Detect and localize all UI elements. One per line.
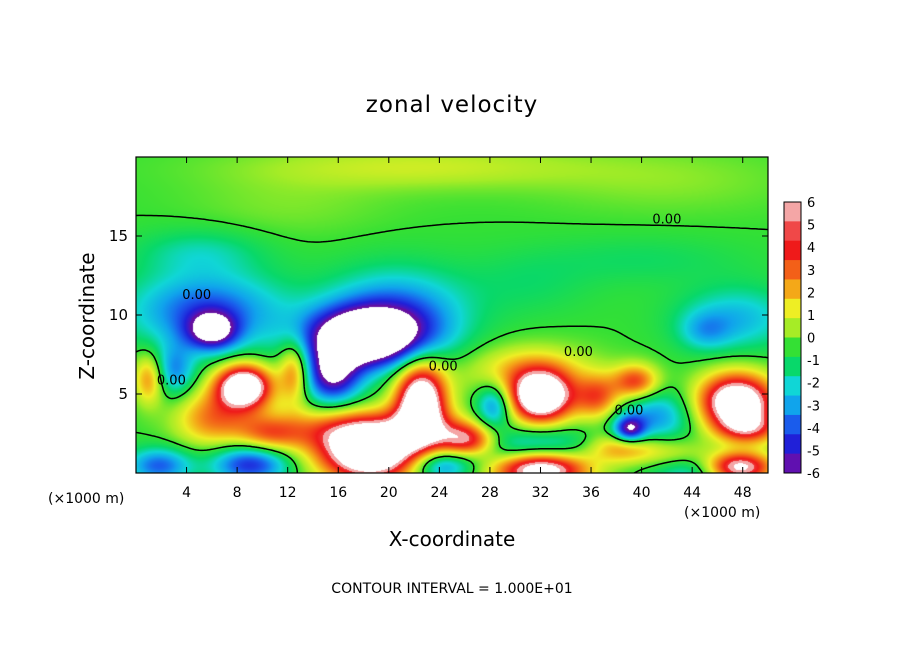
x-tick-label: 32 — [532, 485, 550, 501]
x-unit-right: (×1000 m) — [684, 505, 760, 521]
colorbar-swatch — [784, 279, 801, 300]
y-tick-label: 15 — [109, 227, 128, 245]
x-unit-left: (×1000 m) — [48, 491, 124, 507]
x-axis-ticks: 4 8 12 16 20 24 28 32 36 40 44 48 — [182, 157, 752, 501]
contour-lines — [136, 214, 768, 473]
colorbar: 6 5 4 3 2 1 0 -1 -2 -3 -4 -5 -6 — [783, 196, 820, 482]
colorbar-swatch — [784, 240, 801, 261]
colorbar-tick-label: 1 — [807, 309, 815, 324]
chart-title: zonal velocity — [366, 92, 538, 118]
x-tick-label: 40 — [633, 485, 651, 501]
contour-label: 0.00 — [157, 374, 186, 389]
colorbar-tick-label: 0 — [807, 332, 815, 347]
x-tick-label: 12 — [279, 485, 297, 501]
colorbar-swatch — [784, 260, 801, 280]
y-axis-ticks: 5 10 15 — [109, 227, 768, 403]
colorbar-tick-label: -5 — [807, 444, 820, 459]
x-tick-label: 28 — [481, 485, 499, 501]
contour-label: 0.00 — [182, 288, 211, 303]
plot-area: 0.000.000.000.000.000.00 4 8 12 16 20 24 28 32 3… — [109, 156, 769, 501]
x-tick-label: 16 — [329, 485, 347, 501]
contour-label: 0.00 — [429, 359, 458, 374]
contour-label: 0.00 — [614, 404, 643, 419]
colorbar-tick-label: -2 — [807, 377, 820, 392]
y-tick-label: 5 — [118, 385, 128, 403]
x-tick-label: 36 — [582, 485, 600, 501]
heatmap-field — [136, 157, 768, 473]
colorbar-swatch — [784, 376, 801, 397]
colorbar-tick-label: 4 — [807, 241, 815, 256]
colorbar-swatch — [784, 221, 801, 242]
x-axis-label: X-coordinate — [389, 527, 516, 551]
colorbar-swatch — [784, 395, 801, 416]
colorbar-tick-label: 5 — [807, 219, 815, 234]
colorbar-swatch — [784, 202, 801, 222]
x-tick-label: 48 — [734, 485, 752, 501]
x-tick-label: 20 — [380, 485, 398, 501]
contour-interval-footer: CONTOUR INTERVAL = 1.000E+01 — [331, 581, 572, 597]
y-axis-label: Z-coordinate — [75, 252, 99, 379]
colorbar-tick-label: -6 — [807, 467, 820, 482]
colorbar-tick-label: -1 — [807, 354, 820, 369]
colorbar-frame — [783, 201, 802, 474]
contour-label: 0.00 — [564, 345, 593, 360]
colorbar-tick-label: 3 — [807, 264, 815, 279]
x-tick-label: 8 — [233, 485, 242, 501]
y-tick-label: 10 — [109, 306, 128, 324]
colorbar-swatch — [784, 453, 801, 474]
colorbar-swatch — [784, 356, 801, 377]
colorbar-swatch — [784, 414, 801, 435]
zero-contour — [136, 214, 768, 473]
colorbar-tick-label: -4 — [807, 422, 820, 437]
colorbar-tick-label: -3 — [807, 399, 820, 414]
colorbar-swatch — [784, 298, 801, 319]
colorbar-tick-label: 6 — [807, 196, 815, 211]
colorbar-swatch — [784, 434, 801, 455]
colorbar-tick-label: 2 — [807, 286, 815, 301]
colorbar-swatch — [784, 337, 801, 358]
contour-label: 0.00 — [652, 212, 681, 227]
x-tick-label: 44 — [683, 485, 701, 501]
x-tick-label: 24 — [430, 485, 448, 501]
x-tick-label: 4 — [182, 485, 191, 501]
contour-labels: 0.00 0.00 0.00 0.00 0.00 0.00 — [157, 212, 681, 418]
colorbar-swatch — [784, 318, 801, 338]
